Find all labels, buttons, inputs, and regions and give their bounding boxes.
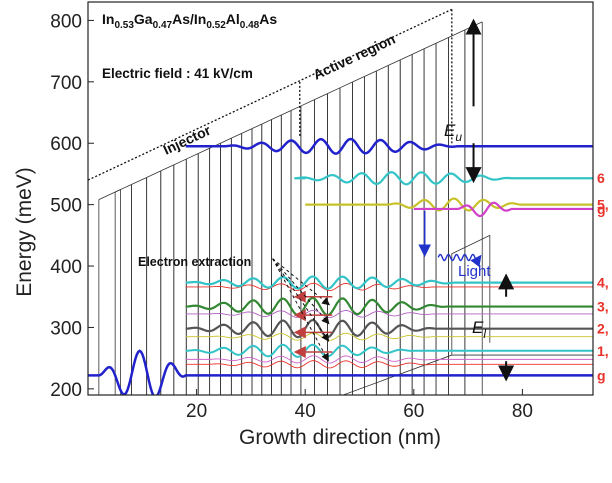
barrier-wall <box>209 142 221 395</box>
barrier-wall <box>363 70 377 395</box>
barrier-wall <box>197 147 211 395</box>
extraction-arrow <box>272 258 329 362</box>
barrier-wall <box>98 189 121 395</box>
barrier-wall <box>399 53 413 395</box>
material-title: In0.53Ga0.47As/In0.52Al0.48As <box>102 11 277 31</box>
barrier-wall <box>185 153 199 395</box>
subband-level-4 <box>185 275 593 290</box>
subband-level-6 <box>294 171 593 186</box>
subband-injector-top <box>185 137 593 155</box>
subband-level-3 <box>185 296 593 317</box>
level-label: 5, <box>597 197 609 213</box>
active-region-label: Active region <box>311 31 398 83</box>
x-tick-label: 40 <box>295 401 316 422</box>
barrier-wall <box>300 99 315 395</box>
y-tick-label: 700 <box>50 73 82 94</box>
level-label: 2, 2 <box>597 321 612 337</box>
barrier-wall <box>114 184 132 395</box>
barrier-wall <box>251 123 263 395</box>
barrier-wall <box>375 65 389 395</box>
injector-label: Injector <box>161 122 214 158</box>
barrier-wall <box>160 164 175 395</box>
extraction-arrow <box>272 258 330 342</box>
level-label: 4, 4 <box>597 275 612 291</box>
x-tick-label: 20 <box>186 401 207 422</box>
barrier-wall <box>280 110 292 395</box>
thin-subband <box>185 309 593 319</box>
barrier-wall <box>352 76 365 395</box>
level-label: g <box>597 367 606 383</box>
well-outline <box>343 354 593 395</box>
level-label: g <box>597 201 606 217</box>
level-label: 6 <box>597 170 605 186</box>
x-tick-label: 80 <box>512 401 533 422</box>
x-tick-label: 60 <box>403 401 424 422</box>
y-tick-label: 800 <box>50 11 82 32</box>
level-label: 1, 1 <box>597 343 612 359</box>
el-label: El <box>472 318 486 341</box>
barrier-wall <box>448 29 466 395</box>
y-axis-label: Energy (meV) <box>13 167 36 297</box>
x-axis-label: Growth direction (nm) <box>239 426 441 449</box>
light-label: Light <box>458 263 491 280</box>
light-wave <box>437 253 482 268</box>
electron-extraction-label: Electron extraction <box>138 255 251 269</box>
barrier-wall <box>423 42 437 395</box>
extraction-arrow <box>272 258 330 325</box>
y-tick-label: 400 <box>50 257 82 278</box>
barrier-wall <box>411 48 425 395</box>
y-tick-label: 200 <box>50 380 82 401</box>
y-tick-label: 300 <box>50 318 82 339</box>
electric-field-label: Electric field : 41 kV/cm <box>102 66 253 81</box>
barrier-wall <box>435 37 449 395</box>
level-label: 3, 3 <box>597 299 612 315</box>
thin-subband <box>185 355 593 364</box>
subband-level-g <box>88 349 593 395</box>
thin-subband <box>185 360 593 369</box>
y-tick-label: 500 <box>50 196 82 217</box>
subband-level-2 <box>185 319 593 339</box>
barrier-wall <box>173 158 187 395</box>
subband-level-g-upper <box>413 201 593 218</box>
plot-frame <box>87 1 594 396</box>
thin-subband <box>185 282 593 292</box>
barrier-wall <box>146 170 162 395</box>
eu-label: Eu <box>444 121 462 144</box>
barrier-wall <box>387 59 401 395</box>
well-outline <box>451 234 491 356</box>
injector-slope-line <box>88 8 453 181</box>
y-tick-label: 600 <box>50 134 82 155</box>
